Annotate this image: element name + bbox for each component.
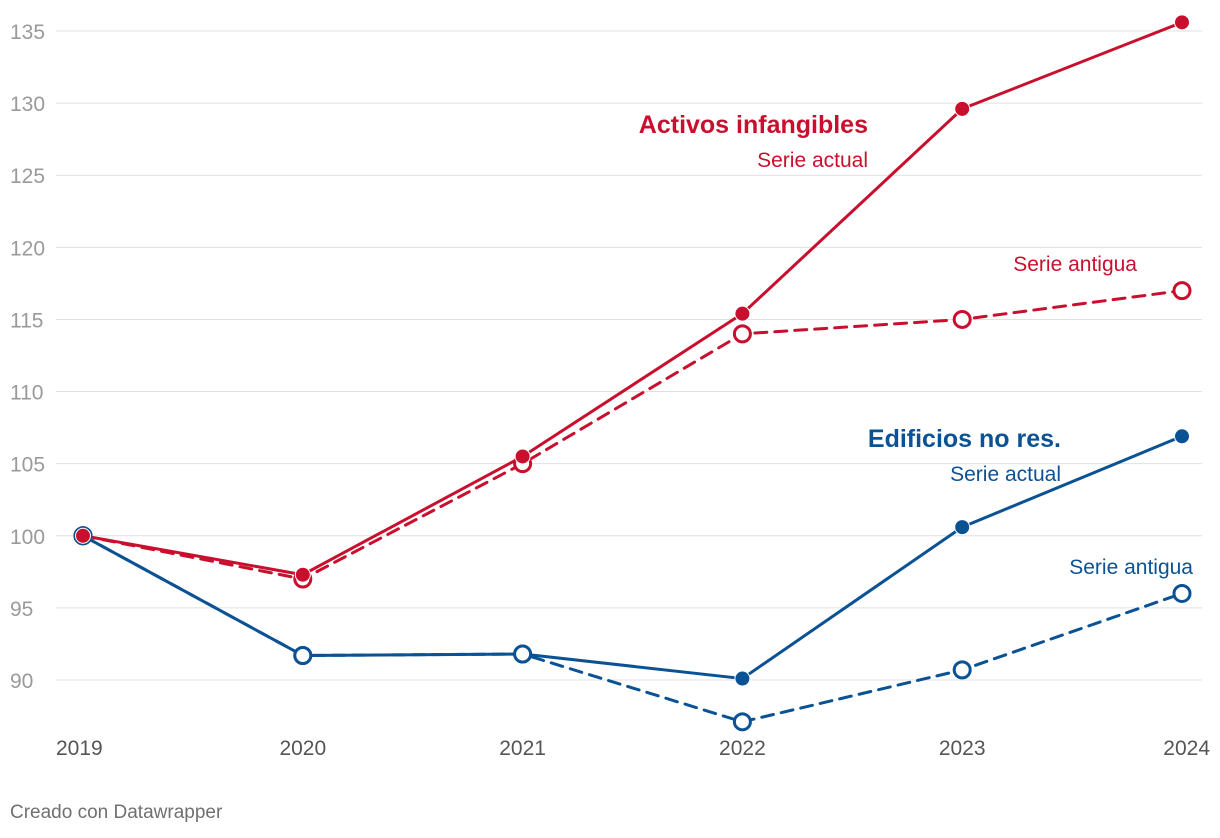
- label-activos-infangibles: Activos infangibles: [639, 111, 868, 139]
- point-buildings_new-2020: [293, 645, 313, 665]
- x-tick-2022: 2022: [719, 737, 766, 760]
- point-buildings_new-2022: [734, 670, 751, 687]
- y-tick-95: 95: [10, 598, 33, 621]
- point-intangibles_new-2022: [734, 305, 751, 322]
- y-tick-105: 105: [10, 454, 45, 477]
- series-line-intangibles_new: [81, 20, 1184, 577]
- series-line-intangibles_old: [81, 289, 1184, 581]
- y-tick-130: 130: [10, 93, 45, 116]
- point-intangibles_new-2020: [294, 566, 311, 583]
- label-red-serie-antigua: Serie antigua: [1013, 253, 1137, 276]
- y-tick-115: 115: [10, 309, 43, 332]
- label-red-serie-actual: Serie actual: [757, 149, 868, 172]
- point-buildings_old-2024: [1172, 583, 1192, 603]
- y-tick-90: 90: [10, 670, 33, 693]
- point-intangibles_old-2023: [952, 309, 972, 329]
- x-tick-2024: 2024: [1163, 737, 1210, 760]
- x-tick-2020: 2020: [279, 737, 326, 760]
- point-buildings_new-2024: [1174, 428, 1190, 445]
- point-intangibles_new-2024: [1174, 14, 1190, 31]
- point-intangibles_old-2024: [1172, 281, 1192, 301]
- point-buildings_old-2023: [952, 660, 972, 680]
- point-intangibles_new-2019: [75, 527, 91, 544]
- credit-text: Creado con Datawrapper: [10, 802, 223, 823]
- line-chart: 90 95 100 105 110 115 120 125 130 135 2019 2020 202…: [10, 14, 1210, 760]
- label-edificios-no-res: Edificios no res.: [868, 425, 1061, 453]
- label-blue-serie-antigua: Serie antigua: [1069, 556, 1193, 579]
- series-line-buildings_new: [81, 434, 1184, 681]
- y-tick-100: 100: [10, 526, 45, 549]
- series-lines: [81, 20, 1184, 724]
- label-blue-serie-actual: Serie actual: [950, 463, 1061, 486]
- point-buildings_new-2021: [513, 644, 533, 664]
- x-tick-2021: 2021: [499, 737, 546, 760]
- point-intangibles_new-2021: [514, 448, 531, 465]
- point-intangibles_old-2022: [732, 324, 752, 344]
- y-axis-ticks: 90 95 100 105 110 115 120 125 130 135: [10, 21, 45, 693]
- x-tick-2019: 2019: [56, 737, 103, 760]
- y-tick-120: 120: [10, 237, 45, 260]
- gridlines: [56, 30, 1202, 681]
- point-intangibles_new-2023: [954, 100, 971, 117]
- point-buildings_old-2022: [732, 712, 752, 732]
- point-buildings_new-2023: [954, 519, 971, 536]
- y-tick-110: 110: [10, 382, 43, 405]
- y-tick-135: 135: [10, 21, 45, 44]
- x-tick-2023: 2023: [939, 737, 986, 760]
- x-axis-ticks: 2019 2020 2021 2022 2023 2024: [56, 737, 1210, 760]
- series-markers: [73, 14, 1192, 732]
- y-tick-125: 125: [10, 165, 45, 188]
